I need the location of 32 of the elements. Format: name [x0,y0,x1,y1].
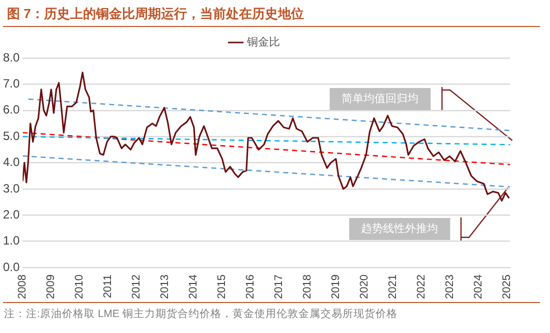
x-tick-label: 2018 [302,274,314,300]
chart-title: 图 7：历史上的铜金比周期运行，当前处在历史地位 [3,0,540,27]
x-tick-label: 2011 [102,274,114,298]
y-tick-label: 6.0 [2,102,20,117]
text: 注：注:原油价格取 LME 铜主力期货合约价格，黄金使用伦敦金属交易所现货价格 [3,302,540,325]
x-tick-label: 2023 [444,274,456,300]
x-tick-label: 2017 [273,274,286,300]
y-tick-label: 2.0 [2,207,20,222]
x-tick-label: 2009 [45,274,58,300]
annotation: 简单均值回归均 [342,92,419,106]
x-tick-label: 2021 [387,274,400,300]
y-tick-label: 5.0 [2,128,20,143]
x-tick-label: 2019 [330,274,342,300]
y-tick-label: 7.0 [2,76,20,91]
x-tick-label: 2024 [472,274,485,300]
x-tick-label: 2014 [188,274,200,300]
y-tick-label: 0.0 [2,260,20,274]
annotation: 趋势线性外推均 [361,222,438,236]
x-tick-label: 2025 [501,274,514,300]
x-tick-label: 2013 [159,274,172,300]
x-tick-label: 2022 [416,274,428,300]
y-tick-label: 8.0 [2,50,20,64]
x-tick-label: 2020 [358,274,371,300]
x-tick-label: 2016 [244,274,257,300]
x-tick-label: 2012 [130,274,143,300]
x-tick-label: 2015 [216,274,228,300]
y-tick-label: 4.0 [2,155,20,170]
y-tick-label: 1.0 [2,234,20,248]
legend-label: 铜金比 [246,36,280,49]
x-tick-label: 2008 [16,274,29,300]
x-tick-label: 2010 [74,274,86,300]
y-tick-label: 3.0 [2,181,20,196]
